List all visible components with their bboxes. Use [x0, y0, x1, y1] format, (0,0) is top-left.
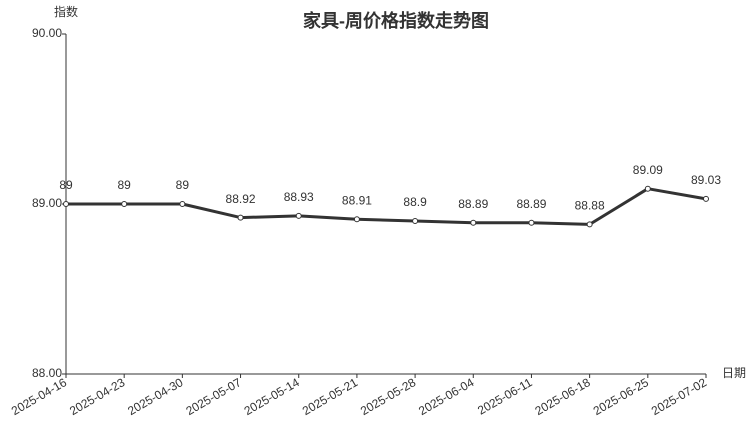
data-label: 89 [176, 178, 190, 192]
data-point [528, 219, 535, 226]
y-axis-label: 指数 [54, 4, 78, 19]
data-label: 88.89 [516, 197, 546, 211]
x-tick-label: 2025-04-30 [125, 375, 185, 418]
data-label: 89 [118, 178, 132, 192]
data-label: 88.88 [575, 199, 605, 213]
data-label: 88.92 [226, 192, 256, 206]
x-tick-label: 2025-05-21 [300, 375, 360, 418]
data-point [237, 214, 244, 221]
y-tick-label: 90.00 [32, 26, 62, 40]
data-point [586, 221, 593, 228]
data-label: 88.89 [458, 197, 488, 211]
data-line [66, 187, 707, 226]
x-tick-label: 2025-05-28 [358, 375, 418, 418]
x-tick-label: 2025-04-23 [67, 375, 127, 418]
data-point [295, 212, 302, 219]
data-label: 89.09 [633, 163, 663, 177]
x-tick-label: 2025-07-02 [649, 375, 709, 418]
data-point [179, 201, 186, 207]
y-tick-label: 89.00 [32, 196, 62, 210]
data-point [63, 201, 69, 207]
x-tick-label: 2025-05-07 [183, 375, 243, 418]
data-point [121, 201, 128, 207]
data-point [353, 216, 360, 223]
data-label: 88.93 [284, 190, 314, 204]
x-tick-label: 2025-05-14 [242, 375, 302, 418]
data-point [644, 185, 651, 192]
data-point [703, 195, 709, 202]
x-tick-label: 2025-06-18 [533, 375, 593, 418]
data-label: 89 [59, 178, 73, 192]
x-tick-label: 2025-04-16 [9, 375, 69, 418]
data-label: 88.9 [403, 195, 427, 209]
data-point [412, 218, 419, 224]
x-tick-label: 2025-06-25 [591, 375, 651, 418]
data-label: 88.91 [342, 193, 372, 207]
data-label: 89.03 [691, 173, 721, 187]
x-tick-label: 2025-06-04 [416, 375, 476, 418]
x-axis-label: 日期 [722, 366, 746, 380]
y-tick-label: 88.00 [32, 366, 62, 380]
chart-title: 家具-周价格指数走势图 [303, 10, 489, 31]
data-point [470, 219, 477, 226]
x-tick-label: 2025-06-11 [475, 375, 535, 418]
